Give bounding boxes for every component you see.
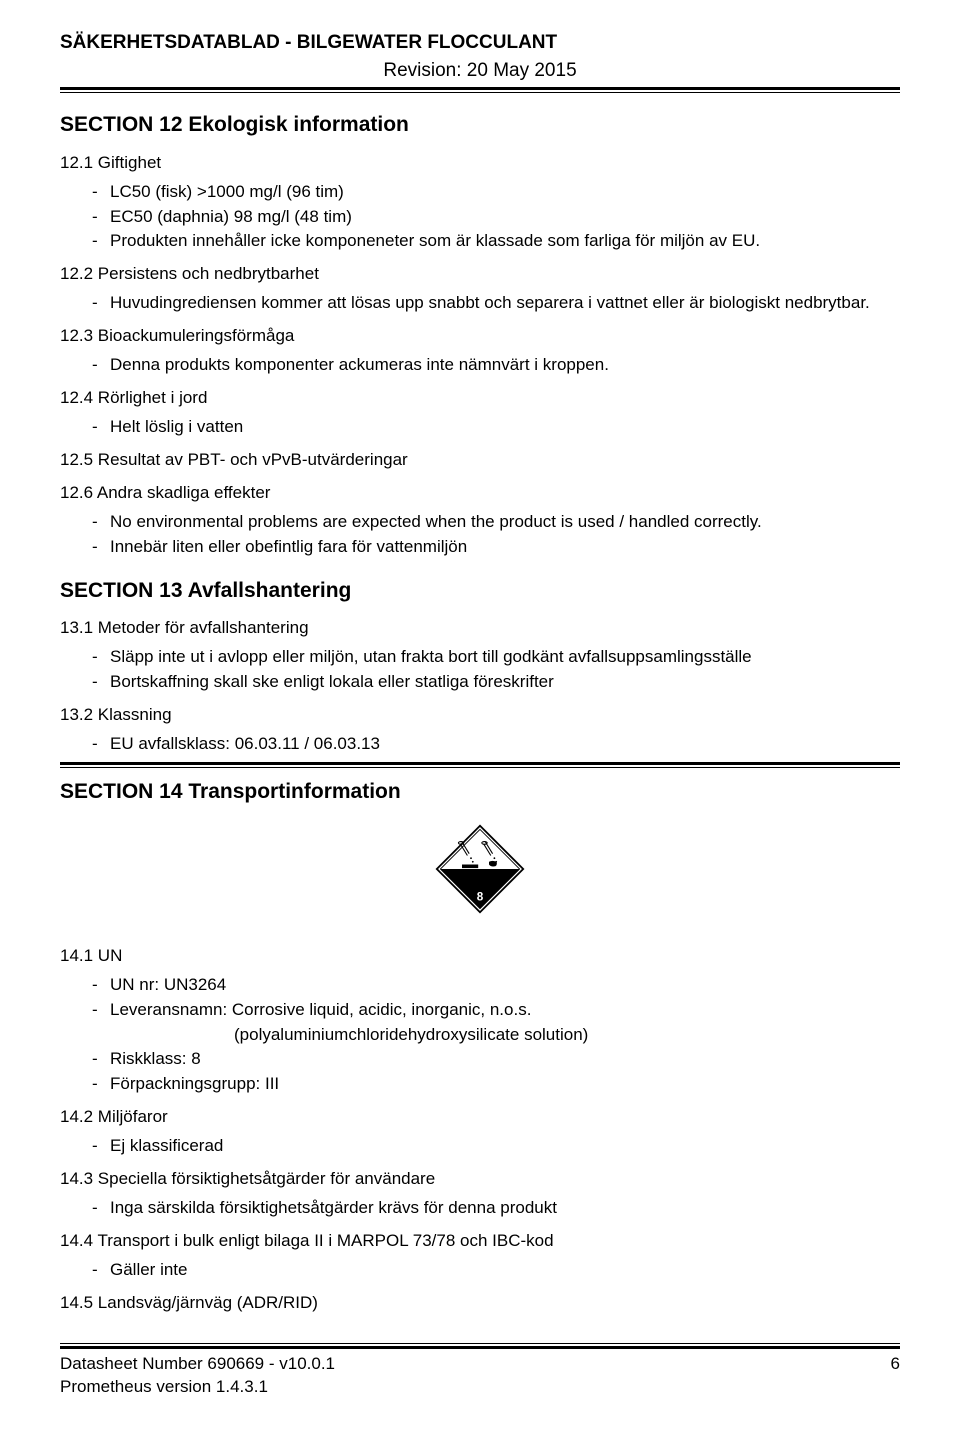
list-item: -Ej klassificerad: [92, 1135, 900, 1158]
sub-12-4: 12.4 Rörlighet i jord: [60, 387, 900, 410]
bullet-text: Innebär liten eller obefintlig fara för …: [110, 536, 900, 559]
list-item: -Huvudingrediensen kommer att lösas upp …: [92, 292, 900, 315]
bullet-text: EU avfallsklass: 06.03.11 / 06.03.13: [110, 733, 900, 756]
bullet-text-cont: (polyaluminiumchloridehydroxysilicate so…: [110, 1024, 900, 1047]
list-item: -Innebär liten eller obefintlig fara för…: [92, 536, 900, 559]
section-14-heading: SECTION 14 Transportinformation: [60, 778, 900, 806]
doc-revision: Revision: 20 May 2015: [60, 58, 900, 84]
list-item: -Bortskaffning skall ske enligt lokala e…: [92, 671, 900, 694]
sub-14-4: 14.4 Transport i bulk enligt bilaga II i…: [60, 1230, 900, 1253]
list-item: -Inga särskilda försiktighetsåtgärder kr…: [92, 1197, 900, 1220]
bullet-text: Inga särskilda försiktighetsåtgärder krä…: [110, 1197, 900, 1220]
bullet-text: Riskklass: 8: [110, 1048, 900, 1071]
list-item: -Förpackningsgrupp: III: [92, 1073, 900, 1096]
bullet-text: Släpp inte ut i avlopp eller miljön, uta…: [110, 646, 900, 669]
bullet-text: Bortskaffning skall ske enligt lokala el…: [110, 671, 900, 694]
sub-13-2: 13.2 Klassning: [60, 704, 900, 727]
list-item: -EC50 (daphnia) 98 mg/l (48 tim): [92, 206, 900, 229]
section-divider: [60, 762, 900, 768]
sub-12-2: 12.2 Persistens och nedbrytbarhet: [60, 263, 900, 286]
bullet-text: Huvudingrediensen kommer att lösas upp s…: [110, 292, 900, 315]
bullet-text: Denna produkts komponenter ackumeras int…: [110, 354, 900, 377]
hazard-diamond: 8: [60, 824, 900, 921]
sub-12-1: 12.1 Giftighet: [60, 152, 900, 175]
sub-14-3: 14.3 Speciella försiktighetsåtgärder för…: [60, 1168, 900, 1191]
footer-datasheet: Datasheet Number 690669 - v10.0.1: [60, 1353, 335, 1376]
list-item: -Gäller inte: [92, 1259, 900, 1282]
bullet-text: No environmental problems are expected w…: [110, 511, 900, 534]
bullet-text: LC50 (fisk) >1000 mg/l (96 tim): [110, 181, 900, 204]
list-item: -Riskklass: 8: [92, 1048, 900, 1071]
list-item: -EU avfallsklass: 06.03.11 / 06.03.13: [92, 733, 900, 756]
corrosive-class-8-icon: 8: [435, 824, 525, 914]
sub-12-3: 12.3 Bioackumuleringsförmåga: [60, 325, 900, 348]
sub-12-6: 12.6 Andra skadliga effekter: [60, 482, 900, 505]
bullet-text: Leveransnamn: Corrosive liquid, acidic, …: [110, 999, 900, 1022]
list-item: -No environmental problems are expected …: [92, 511, 900, 534]
section-13-heading: SECTION 13 Avfallshantering: [60, 577, 900, 605]
sub-12-5: 12.5 Resultat av PBT- och vPvB-utvärderi…: [60, 449, 900, 472]
list-item: -Helt löslig i vatten: [92, 416, 900, 439]
bullet-text: Gäller inte: [110, 1259, 900, 1282]
footer-page-number: 6: [891, 1353, 900, 1376]
bullet-text: Produkten innehåller icke komponeneter s…: [110, 230, 900, 253]
list-item: -Släpp inte ut i avlopp eller miljön, ut…: [92, 646, 900, 669]
list-item: -LC50 (fisk) >1000 mg/l (96 tim): [92, 181, 900, 204]
doc-title: SÄKERHETSDATABLAD - BILGEWATER FLOCCULAN…: [60, 30, 900, 56]
bullet-text: UN nr: UN3264: [110, 974, 900, 997]
hazard-class-number: 8: [477, 891, 484, 904]
footer: Datasheet Number 690669 - v10.0.1 6 Prom…: [60, 1343, 900, 1399]
sub-14-2: 14.2 Miljöfaror: [60, 1106, 900, 1129]
sub-13-1: 13.1 Metoder för avfallshantering: [60, 617, 900, 640]
footer-version: Prometheus version 1.4.3.1: [60, 1376, 900, 1399]
list-item: -Produkten innehåller icke komponeneter …: [92, 230, 900, 253]
section-12-heading: SECTION 12 Ekologisk information: [60, 111, 900, 139]
list-item: -Denna produkts komponenter ackumeras in…: [92, 354, 900, 377]
header-divider: [60, 87, 900, 93]
bullet-text: EC50 (daphnia) 98 mg/l (48 tim): [110, 206, 900, 229]
sub-14-5: 14.5 Landsväg/järnväg (ADR/RID): [60, 1292, 900, 1315]
list-item: -UN nr: UN3264: [92, 974, 900, 997]
list-item: (polyaluminiumchloridehydroxysilicate so…: [92, 1024, 900, 1047]
bullet-text: Ej klassificerad: [110, 1135, 900, 1158]
bullet-text: Förpackningsgrupp: III: [110, 1073, 900, 1096]
list-item: -Leveransnamn: Corrosive liquid, acidic,…: [92, 999, 900, 1022]
bullet-text: Helt löslig i vatten: [110, 416, 900, 439]
sub-14-1: 14.1 UN: [60, 945, 900, 968]
